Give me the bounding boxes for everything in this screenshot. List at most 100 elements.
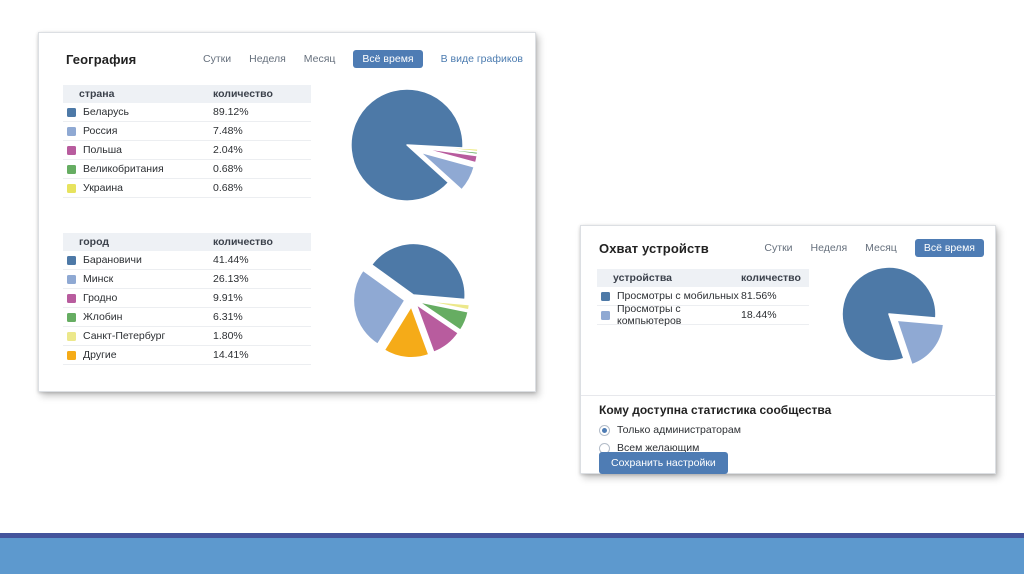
radio-button-icon[interactable] [599,424,610,436]
legend-swatch-icon [67,312,76,322]
settings-divider [581,395,995,396]
pie-slice [414,302,460,354]
geography-panel-header: География Сутки Неделя Месяц Всё время В ви… [66,49,523,69]
radio-label: Всем желающим [617,442,700,454]
row-value: 9.91% [213,292,243,304]
legend-swatch-icon [67,126,76,136]
pie-slice [896,319,945,366]
footer-accent-line [0,533,1024,538]
legend-swatch-icon [67,164,76,174]
pie-slice [352,268,407,346]
row-label: Барановичи [83,254,142,266]
column-header-value: количество [213,236,273,248]
city-table: город количество Барановичи 41.44% Минск 26.1… [63,233,311,365]
device-tab-3[interactable]: Месяц [865,242,897,254]
device-table: устройства количество Просмотры с мобильны… [597,269,809,327]
table-row: Жлобин 6.31% [63,308,311,327]
geography-tab-4[interactable]: Всё время [353,50,423,68]
row-label: Украина [83,182,123,194]
pie-slice [421,146,479,156]
pie-slice [350,88,464,202]
device-title: Охват устройств [599,240,709,256]
row-label: Жлобин [83,311,123,323]
column-header-label: устройства [613,272,672,284]
country-table: страна количество Беларусь 89.12% Россия 7.48… [63,85,311,198]
legend-swatch-icon [67,331,76,341]
legend-swatch-icon [67,293,76,303]
legend-swatch-icon [67,107,76,117]
row-label: Польша [83,144,123,156]
device-panel-header: Охват устройств Сутки Неделя Месяц Всё врем… [599,238,984,258]
radio-label: Только администраторам [617,424,741,436]
row-value: 89.12% [213,106,249,118]
row-label: Гродно [83,292,118,304]
row-label: Просмотры с мобильных [617,290,739,302]
device-tab-2[interactable]: Неделя [810,242,848,254]
row-value: 7.48% [213,125,243,137]
settings-title: Кому доступна статистика сообщества [599,403,832,417]
device-period-tabs: Сутки Неделя Месяц Всё время [764,239,984,257]
column-header-value: количество [213,88,273,100]
legend-swatch-icon [67,255,76,265]
legend-swatch-icon [67,145,76,155]
legend-swatch-icon [601,310,610,320]
visibility-radio-group: Только администраторам Всем желающим [599,421,741,457]
pie-slice [841,266,937,362]
table-row: Россия 7.48% [63,122,311,141]
row-value: 1.80% [213,330,243,342]
geography-tab-1[interactable]: Сутки [203,53,232,65]
row-value: 26.13% [213,273,249,285]
table-header-row: страна количество [63,85,311,103]
table-row: Санкт-Петербург 1.80% [63,327,311,346]
device-tab-4[interactable]: Всё время [914,239,984,257]
device-pie-chart [841,266,945,366]
legend-swatch-icon [67,350,76,360]
row-label: Россия [83,125,118,137]
table-row: Минск 26.13% [63,270,311,289]
row-label: Просмотры с компьютеров [617,303,682,327]
geography-tab-3[interactable]: Месяц [303,53,336,65]
legend-swatch-icon [67,183,76,193]
row-label: Другие [83,349,117,361]
radio-option-1[interactable]: Только администраторам [599,421,741,439]
pie-slice [416,298,471,312]
device-tab-1[interactable]: Сутки [764,242,793,254]
row-value: 18.44% [741,309,777,321]
geography-panel: География Сутки Неделя Месяц Всё время В ви… [38,32,536,392]
pie-slice [419,151,475,191]
row-value: 14.41% [213,349,249,361]
table-row: Украина 0.68% [63,179,311,198]
device-stats-panel: Охват устройств Сутки Неделя Месяц Всё врем… [580,225,996,474]
row-label: Великобритания [83,163,164,175]
table-row: Просмотры с компьютеров 18.44% [597,303,809,327]
table-header-row: город количество [63,233,311,251]
row-label: Минск [83,273,114,285]
row-value: 0.68% [213,163,243,175]
pie-slice [382,304,431,359]
column-header-value: количество [741,272,801,284]
column-header-label: город [79,236,110,248]
geography-tab-2[interactable]: Неделя [249,53,286,65]
table-row: Польша 2.04% [63,141,311,160]
table-row: Просмотры с мобильных 81.56% [597,287,809,306]
legend-swatch-icon [601,291,610,301]
pie-slice [416,300,470,332]
table-row: Барановичи 41.44% [63,251,311,270]
row-value: 6.31% [213,311,243,323]
row-value: 2.04% [213,144,243,156]
row-value: 81.56% [741,290,777,302]
save-settings-button[interactable]: Сохранить настройки [599,452,728,474]
legend-swatch-icon [67,274,76,284]
column-header-label: страна [79,88,115,100]
geography-title: География [66,51,137,67]
table-row: Беларусь 89.12% [63,103,311,122]
city-pie-chart [352,242,471,359]
geography-period-tabs: Сутки Неделя Месяц Всё время [203,50,423,68]
pie-slice [370,242,467,301]
row-value: 0.68% [213,182,243,194]
footer-bar [0,538,1024,574]
row-value: 41.44% [213,254,249,266]
row-label: Санкт-Петербург [83,330,166,342]
view-as-graphs-link[interactable]: В виде графиков [440,53,523,65]
table-row: Другие 14.41% [63,346,311,365]
